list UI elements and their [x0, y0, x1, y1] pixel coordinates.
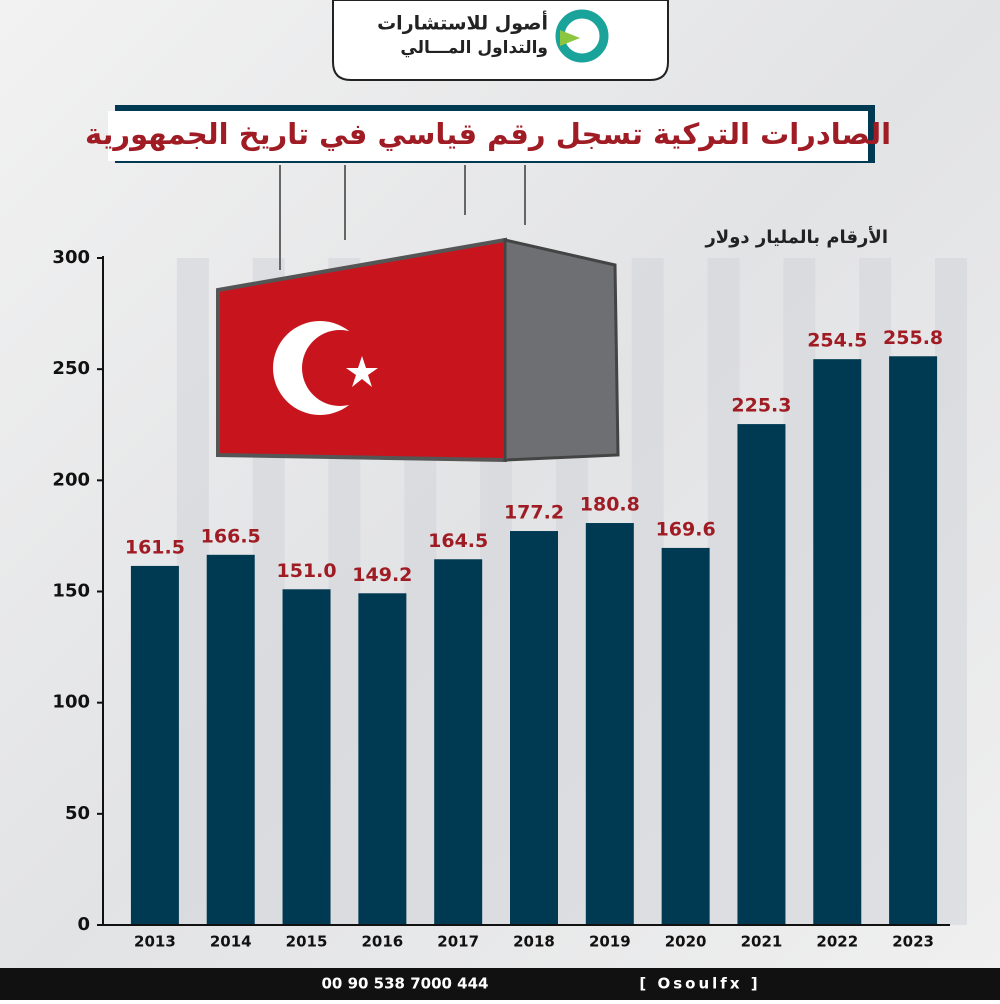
- value-label: 164.5: [428, 530, 488, 552]
- bar: [358, 593, 407, 925]
- x-tick-label: 2015: [286, 933, 328, 951]
- x-tick-label: 2021: [741, 933, 783, 951]
- value-label: 166.5: [201, 525, 261, 547]
- title-box: [108, 111, 868, 161]
- y-tick-label: 100: [52, 692, 90, 713]
- value-label: 254.5: [807, 330, 867, 352]
- y-tick-label: 0: [77, 914, 90, 935]
- bar: [206, 554, 255, 925]
- x-tick-label: 2019: [589, 933, 631, 951]
- y-tick-label: 50: [65, 803, 90, 824]
- footer-bar: [0, 968, 1000, 1000]
- chart-title: الصادرات التركية تسجل رقم قياسي في تاريخ…: [85, 117, 891, 151]
- y-tick-label: 150: [52, 581, 90, 602]
- bar: [585, 523, 634, 925]
- y-tick-label: 200: [52, 469, 90, 490]
- logo-arrow: [560, 30, 580, 46]
- x-tick-label: 2013: [134, 933, 176, 951]
- bar: [434, 559, 483, 925]
- x-tick-label: 2022: [816, 933, 858, 951]
- logo-text: والتداول المـــالي: [400, 38, 548, 58]
- stripe: [783, 258, 816, 925]
- value-label: 177.2: [504, 502, 564, 524]
- chart-subtitle: الأرقام بالمليار دولار: [704, 226, 888, 248]
- container-illustration: [216, 165, 620, 463]
- value-label: 225.3: [731, 395, 791, 417]
- stripe: [859, 258, 892, 925]
- x-tick-label: 2014: [210, 933, 252, 951]
- value-label: 169.6: [656, 518, 716, 540]
- bar: [661, 547, 710, 925]
- value-label: 255.8: [883, 327, 943, 349]
- bar: [282, 589, 331, 925]
- stripe: [935, 258, 967, 925]
- value-label: 151.0: [276, 560, 336, 582]
- y-tick-label: 250: [52, 358, 90, 379]
- logo-text: أصول للاستشارات: [377, 11, 548, 35]
- value-label: 180.8: [580, 494, 640, 516]
- bar: [510, 531, 558, 925]
- footer-handle: [ Osoulfx ]: [639, 975, 760, 993]
- bar: [737, 424, 786, 925]
- stripe: [707, 258, 740, 925]
- value-label: 161.5: [125, 536, 185, 558]
- footer-phone: 00 90 538 7000 444: [321, 975, 488, 993]
- bar: [889, 356, 938, 925]
- x-tick-label: 2020: [665, 933, 707, 951]
- bar: [130, 565, 179, 925]
- bar: [813, 359, 862, 926]
- stripe: [176, 258, 209, 925]
- value-label: 149.2: [352, 564, 412, 586]
- x-tick-label: 2023: [892, 933, 934, 951]
- x-tick-label: 2017: [437, 933, 479, 951]
- y-tick-label: 300: [52, 247, 90, 268]
- x-tick-label: 2018: [513, 933, 555, 951]
- stripe: [631, 258, 664, 925]
- x-tick-label: 2016: [361, 933, 403, 951]
- plot-area: 0 50 100 150 200 250 300 2013 161.5 2014 166.5 2015…: [52, 247, 943, 951]
